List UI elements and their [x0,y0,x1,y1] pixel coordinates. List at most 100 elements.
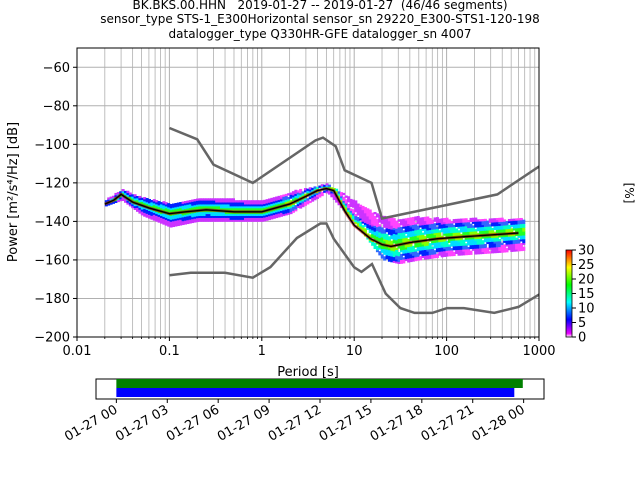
density-cell [423,222,427,225]
density-cell [205,204,209,207]
density-cell [517,247,521,250]
density-cell [414,249,418,252]
density-cell [356,224,360,228]
density-cell [193,202,197,206]
density-cell [455,234,459,237]
density-cell [181,203,185,206]
density-cell [179,213,183,216]
density-cell [320,184,324,187]
density-cell [409,255,413,259]
density-cell [416,256,420,259]
density-cell [385,235,389,239]
density-cell [159,213,163,216]
x-tick-label: 1000 [522,344,555,359]
density-cell [416,231,420,234]
density-cell [363,218,367,221]
density-cell [212,200,216,203]
density-cell [428,231,432,234]
density-cell [486,224,490,227]
density-cell [421,251,425,255]
density-cell [445,244,449,247]
density-cell [469,239,473,242]
density-cell [431,248,435,251]
density-cell [515,237,519,240]
density-cell [421,236,425,239]
density-cell [402,247,406,250]
density-cell [404,224,408,227]
density-cell [236,202,240,205]
density-cell [407,225,411,228]
density-cell [157,214,161,217]
density-cell [464,237,468,240]
density-cell [402,245,406,249]
density-cell [258,200,262,203]
density-cell [479,219,483,222]
density-cell [234,200,238,203]
density-cell [510,243,514,247]
density-cell [383,225,387,228]
density-cell [491,231,495,235]
density-cell [143,202,147,206]
density-cell [467,221,471,225]
density-cell [152,201,156,204]
density-cell [483,226,487,229]
density-cell [371,233,375,237]
density-cell [332,197,336,200]
density-cell [229,202,233,205]
density-cell [404,225,408,229]
density-cell [366,221,370,225]
density-cell [390,240,394,244]
y-tick-label: −140 [34,215,70,230]
density-cell [272,197,276,200]
density-cell [205,202,209,205]
density-cell [435,242,439,245]
density-cell [435,247,439,251]
density-cell [507,226,511,230]
density-cell [159,219,163,222]
density-cell [212,213,216,217]
density-cell [313,188,317,191]
density-cell [457,243,461,247]
density-cell [289,207,293,211]
density-cell [241,219,245,222]
density-cell [162,206,166,210]
density-cell [354,208,358,211]
density-cell [450,240,454,243]
density-cell [411,224,415,227]
density-cell [462,249,466,252]
density-cell [488,230,492,233]
density-cell [483,247,487,251]
density-cell [512,218,516,221]
density-cell [505,244,509,247]
density-cell [152,216,156,219]
density-cell [515,233,519,237]
density-cell [479,242,483,245]
density-cell [124,200,128,203]
density-cell [325,185,329,188]
density-cell [471,242,475,246]
density-cell [224,200,228,203]
density-cell [229,207,233,211]
density-cell [186,204,190,207]
density-cell [378,233,382,237]
density-cell [445,219,449,222]
density-cell [162,205,166,208]
density-cell [486,230,490,233]
density-cell [234,207,238,211]
density-cell [248,217,252,220]
density-cell [212,217,216,220]
density-cell [491,239,495,242]
density-cell [263,203,267,207]
density-cell [395,253,399,256]
density-cell [500,229,504,232]
density-cell [191,216,195,220]
density-cell [522,237,526,240]
density-cell [148,212,152,215]
density-cell [414,237,418,240]
density-cell [217,215,221,218]
density-cell [284,213,288,216]
density-cell [136,205,140,208]
density-cell [411,220,415,224]
density-cell [462,233,466,237]
density-cell [445,248,449,251]
